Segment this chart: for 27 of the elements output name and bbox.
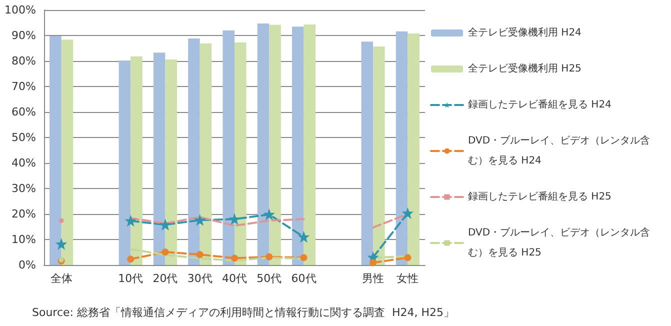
y-tick-label: 30% <box>12 182 36 195</box>
x-tick-label: 男性 <box>362 272 384 285</box>
y-tick-label: 10% <box>12 233 36 246</box>
y-tick-label: 0% <box>18 258 36 272</box>
y-tick-label: 100% <box>4 4 36 16</box>
x-tick-label: 10代 <box>118 272 144 285</box>
legend-label: 録画したテレビ番組を見る H25 <box>468 190 612 202</box>
y-tick-label: 20% <box>12 208 36 220</box>
legend-label: 全テレビ受像機利用 H24 <box>468 26 582 38</box>
legend-label: 全テレビ受像機利用 H25 <box>468 62 582 74</box>
y-tick-label: 40% <box>12 156 36 170</box>
x-tick-label: 全体 <box>50 272 72 285</box>
x-tick-label: 40代 <box>222 272 247 285</box>
legend-label: DVD・ブルーレイ、ビデオ（レンタル含む）を見る H25 <box>468 226 650 258</box>
y-tick-label: 70% <box>12 80 36 93</box>
legend-label: 録画したテレビ番組を見る H24 <box>468 98 612 110</box>
y-tick-label: 50% <box>12 131 36 144</box>
x-tick-label: 女性 <box>396 272 419 285</box>
x-tick-label: 30代 <box>187 272 212 285</box>
y-tick-label: 60% <box>12 106 36 118</box>
y-tick-label: 90% <box>12 29 36 42</box>
x-tick-label: 60代 <box>291 272 316 285</box>
x-tick-label: 20代 <box>152 272 178 285</box>
y-tick-label: 80% <box>12 54 36 68</box>
x-tick-label: 50代 <box>256 272 282 285</box>
source-note: Source: 総務省「情報通信メディアの利用時間と情報行動に関する調査 H24, H25」 <box>32 306 455 319</box>
legend-label: DVD・ブルーレイ、ビデオ（レンタル含む）を見る H24 <box>468 134 650 166</box>
